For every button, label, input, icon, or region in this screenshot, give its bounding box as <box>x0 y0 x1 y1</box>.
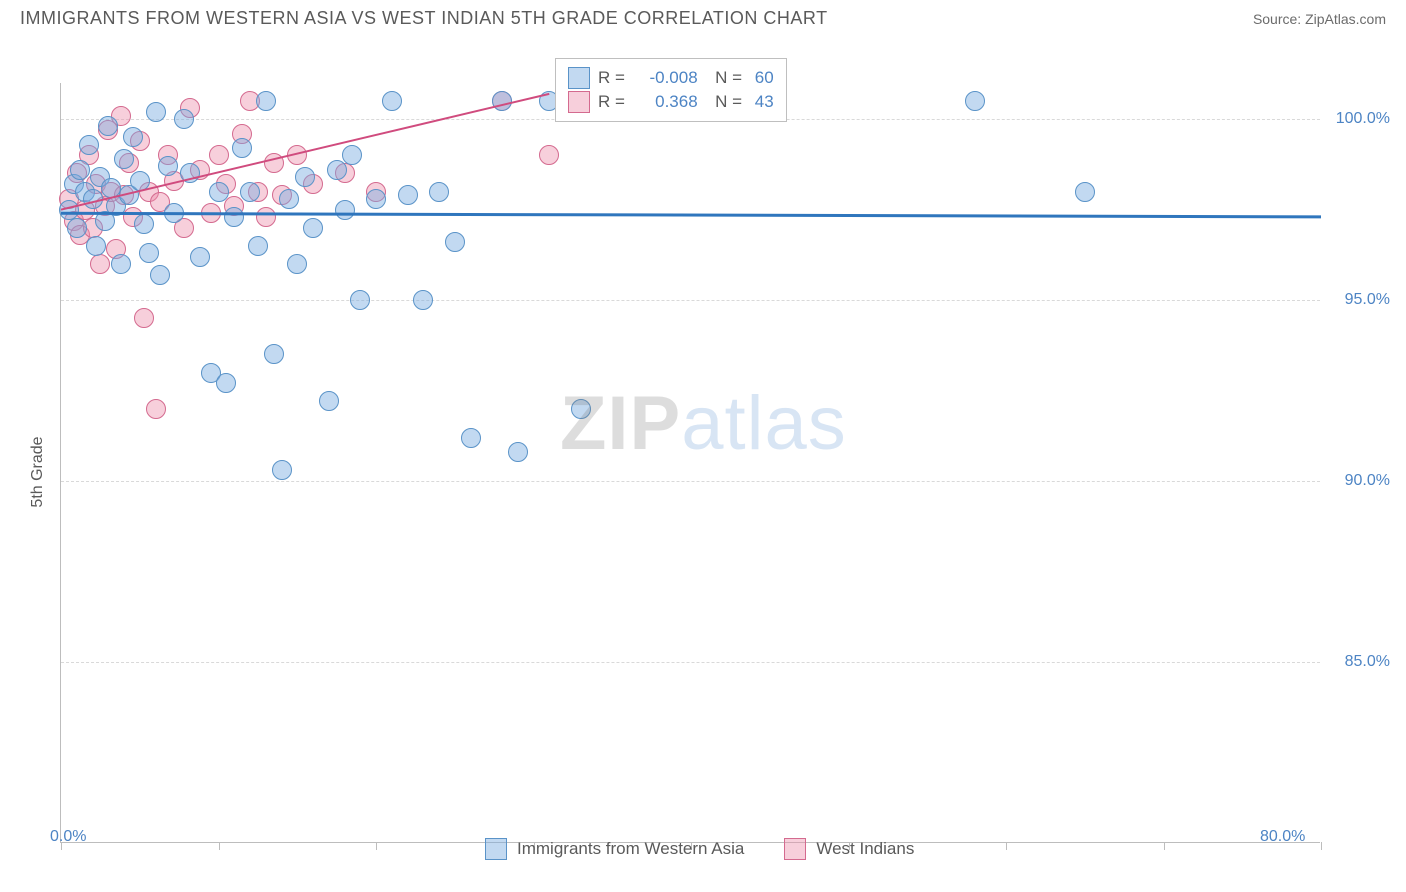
xtick <box>219 842 220 850</box>
scatter-point <box>67 218 87 238</box>
scatter-point <box>224 207 244 227</box>
scatter-point <box>445 232 465 252</box>
scatter-point <box>216 373 236 393</box>
xtick <box>1164 842 1165 850</box>
legend-item-series-a: Immigrants from Western Asia <box>485 838 744 860</box>
scatter-point <box>492 91 512 111</box>
scatter-point <box>571 399 591 419</box>
bottom-legend: Immigrants from Western Asia West Indian… <box>485 838 914 860</box>
xtick <box>1321 842 1322 850</box>
y-axis-label: 5th Grade <box>29 436 47 507</box>
gridline <box>61 662 1320 663</box>
scatter-point <box>1075 182 1095 202</box>
scatter-point <box>209 145 229 165</box>
scatter-point <box>134 308 154 328</box>
scatter-point <box>342 145 362 165</box>
xtick <box>1006 842 1007 850</box>
scatter-point <box>83 189 103 209</box>
chart-title: IMMIGRANTS FROM WESTERN ASIA VS WEST IND… <box>20 8 828 29</box>
plot-region: 85.0%90.0%95.0%100.0% <box>60 83 1320 843</box>
scatter-point <box>158 156 178 176</box>
legend-item-series-b: West Indians <box>784 838 914 860</box>
scatter-point <box>272 460 292 480</box>
scatter-point <box>303 218 323 238</box>
scatter-point <box>264 344 284 364</box>
scatter-point <box>139 243 159 263</box>
xtick-label: 80.0% <box>1260 828 1305 846</box>
scatter-point <box>114 149 134 169</box>
scatter-point <box>174 109 194 129</box>
scatter-point <box>398 185 418 205</box>
scatter-point <box>123 127 143 147</box>
scatter-point <box>146 399 166 419</box>
source-attribution: Source: ZipAtlas.com <box>1253 11 1386 27</box>
scatter-point <box>335 200 355 220</box>
scatter-point <box>232 138 252 158</box>
scatter-point <box>248 236 268 256</box>
scatter-point <box>190 247 210 267</box>
scatter-point <box>164 203 184 223</box>
stats-box: R = -0.008 N = 60R = 0.368 N = 43 <box>555 58 787 122</box>
ytick-label: 100.0% <box>1336 110 1390 128</box>
swatch-icon <box>568 67 590 89</box>
scatter-point <box>539 145 559 165</box>
scatter-point <box>240 182 260 202</box>
swatch-icon <box>784 838 806 860</box>
scatter-point <box>59 200 79 220</box>
stats-row: R = 0.368 N = 43 <box>568 91 774 113</box>
scatter-point <box>86 236 106 256</box>
xtick-label: 0.0% <box>50 828 86 846</box>
scatter-point <box>79 135 99 155</box>
scatter-point <box>180 163 200 183</box>
scatter-point <box>111 254 131 274</box>
scatter-point <box>146 102 166 122</box>
scatter-point <box>130 171 150 191</box>
legend-label: Immigrants from Western Asia <box>517 839 744 859</box>
scatter-point <box>319 391 339 411</box>
scatter-point <box>150 265 170 285</box>
scatter-point <box>70 160 90 180</box>
scatter-point <box>134 214 154 234</box>
ytick-label: 95.0% <box>1345 291 1390 309</box>
scatter-point <box>98 116 118 136</box>
scatter-point <box>279 189 299 209</box>
scatter-point <box>264 153 284 173</box>
scatter-point <box>382 91 402 111</box>
scatter-point <box>295 167 315 187</box>
ytick-label: 85.0% <box>1345 653 1390 671</box>
xtick <box>376 842 377 850</box>
scatter-point <box>350 290 370 310</box>
gridline <box>61 481 1320 482</box>
scatter-point <box>287 145 307 165</box>
stats-row: R = -0.008 N = 60 <box>568 67 774 89</box>
scatter-point <box>327 160 347 180</box>
scatter-point <box>256 207 276 227</box>
scatter-point <box>508 442 528 462</box>
scatter-point <box>209 182 229 202</box>
scatter-point <box>413 290 433 310</box>
legend-label: West Indians <box>816 839 914 859</box>
swatch-icon <box>568 91 590 113</box>
scatter-point <box>90 254 110 274</box>
gridline <box>61 300 1320 301</box>
scatter-point <box>256 91 276 111</box>
scatter-point <box>461 428 481 448</box>
swatch-icon <box>485 838 507 860</box>
scatter-point <box>287 254 307 274</box>
scatter-point <box>965 91 985 111</box>
scatter-point <box>429 182 449 202</box>
ytick-label: 90.0% <box>1345 472 1390 490</box>
scatter-point <box>366 189 386 209</box>
scatter-point <box>201 203 221 223</box>
